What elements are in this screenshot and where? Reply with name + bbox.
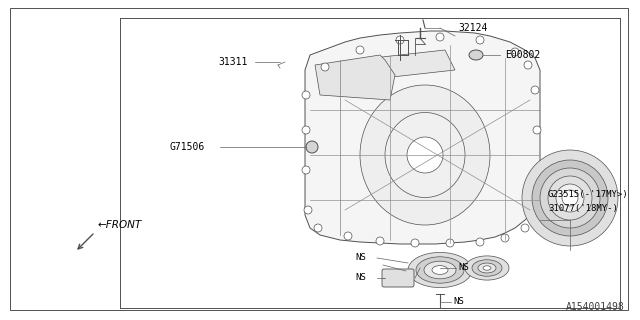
Circle shape xyxy=(531,86,539,94)
Text: G23515(-'17MY>): G23515(-'17MY>) xyxy=(548,190,628,199)
Circle shape xyxy=(501,234,509,242)
Circle shape xyxy=(511,48,519,56)
Circle shape xyxy=(304,206,312,214)
Circle shape xyxy=(396,36,404,44)
Circle shape xyxy=(411,239,419,247)
Circle shape xyxy=(562,190,578,206)
Circle shape xyxy=(314,224,322,232)
Circle shape xyxy=(522,150,618,246)
Ellipse shape xyxy=(469,50,483,60)
Ellipse shape xyxy=(472,260,502,276)
Text: NS: NS xyxy=(355,274,365,283)
Text: NS: NS xyxy=(355,253,365,262)
Text: NS: NS xyxy=(458,263,468,273)
Text: 31311: 31311 xyxy=(218,57,248,67)
Ellipse shape xyxy=(483,266,491,270)
Circle shape xyxy=(376,237,384,245)
Ellipse shape xyxy=(416,257,464,283)
Circle shape xyxy=(548,176,592,220)
Circle shape xyxy=(306,141,318,153)
Ellipse shape xyxy=(360,85,490,225)
Circle shape xyxy=(436,33,444,41)
Polygon shape xyxy=(305,31,540,244)
Circle shape xyxy=(344,232,352,240)
Polygon shape xyxy=(315,55,395,100)
Circle shape xyxy=(540,168,600,228)
Circle shape xyxy=(532,160,608,236)
Circle shape xyxy=(302,166,310,174)
Text: 32124: 32124 xyxy=(458,23,488,33)
Ellipse shape xyxy=(408,252,472,288)
Circle shape xyxy=(302,126,310,134)
Circle shape xyxy=(356,46,364,54)
Circle shape xyxy=(531,206,539,214)
Text: A154001498: A154001498 xyxy=(566,302,625,312)
Text: G71506: G71506 xyxy=(170,142,205,152)
Text: E00802: E00802 xyxy=(505,50,540,60)
Ellipse shape xyxy=(424,261,456,279)
Circle shape xyxy=(476,238,484,246)
Text: ←FRONT: ←FRONT xyxy=(98,220,142,230)
Circle shape xyxy=(321,63,329,71)
Ellipse shape xyxy=(465,256,509,280)
Circle shape xyxy=(521,224,529,232)
Circle shape xyxy=(407,137,443,173)
Circle shape xyxy=(524,61,532,69)
Circle shape xyxy=(556,184,584,212)
Ellipse shape xyxy=(478,263,496,273)
Text: NS: NS xyxy=(453,298,464,307)
Circle shape xyxy=(446,239,454,247)
Ellipse shape xyxy=(432,266,448,274)
Polygon shape xyxy=(355,50,455,80)
Ellipse shape xyxy=(385,113,465,197)
Circle shape xyxy=(476,36,484,44)
FancyBboxPatch shape xyxy=(382,269,414,287)
Text: 31077('18MY-): 31077('18MY-) xyxy=(548,204,618,212)
Circle shape xyxy=(533,166,541,174)
Circle shape xyxy=(533,126,541,134)
Circle shape xyxy=(302,91,310,99)
